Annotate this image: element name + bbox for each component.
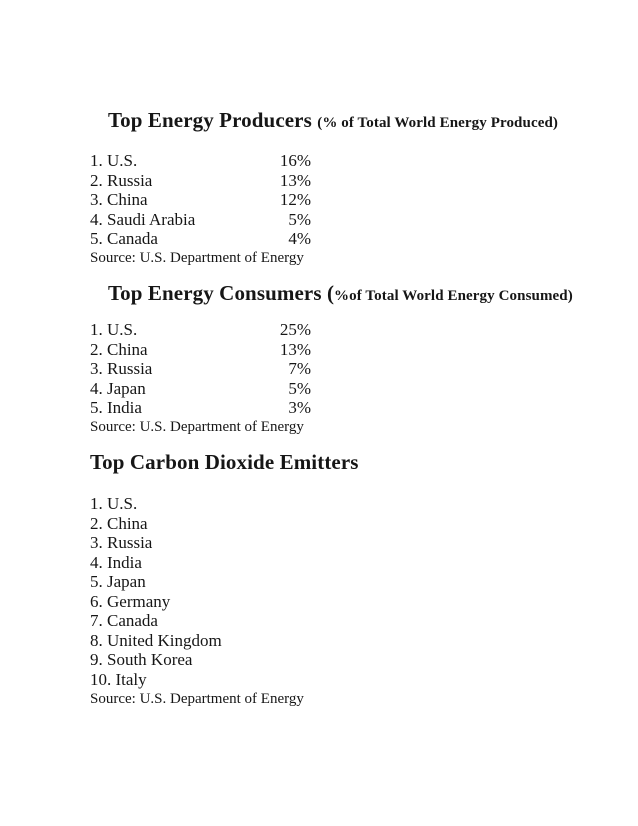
list-item: 2. China bbox=[90, 514, 350, 534]
list-item: 8. United Kingdom bbox=[90, 631, 350, 651]
co2-emitters-list: 1. U.S. 2. China 3. Russia 4. India 5. J… bbox=[90, 494, 350, 689]
item-label: 6. Germany bbox=[90, 591, 171, 611]
list-item: 5. Japan bbox=[90, 572, 350, 592]
item-label: 2. China bbox=[90, 339, 148, 359]
list-item: 10. Italy bbox=[90, 670, 350, 690]
list-item: 3. China 12% bbox=[90, 190, 311, 210]
item-label: 9. South Korea bbox=[90, 650, 193, 669]
list-item: 1. U.S. bbox=[90, 494, 350, 514]
list-item: 7. Canada bbox=[90, 611, 350, 631]
item-value: 12% bbox=[279, 190, 311, 209]
item-label: 1. U.S. bbox=[90, 320, 138, 339]
section-title-main: Top Carbon Dioxide Emitters bbox=[90, 450, 359, 474]
section-title-co2-emitters: Top Carbon Dioxide Emitters bbox=[90, 449, 359, 475]
source-note: Source: U.S. Department of Energy bbox=[90, 419, 304, 435]
section-title-energy-consumers: Top Energy Consumers (%of Total World En… bbox=[108, 280, 573, 309]
item-label: 4. Japan bbox=[90, 378, 146, 398]
item-value: 25% bbox=[279, 320, 311, 339]
list-item: 2. Russia 13% bbox=[90, 171, 311, 191]
list-item: 5. India 3% bbox=[90, 398, 311, 418]
item-label: 5. Japan bbox=[90, 572, 146, 591]
item-label: 3. Russia bbox=[90, 359, 153, 378]
section-title-paren: (% of Total World Energy Produced) bbox=[317, 115, 558, 131]
list-item: 4. Saudi Arabia 5% bbox=[90, 210, 311, 230]
list-item: 4. India bbox=[90, 553, 350, 573]
item-value: 3% bbox=[288, 398, 311, 417]
item-label: 1. U.S. bbox=[90, 494, 138, 513]
item-label: 5. India bbox=[90, 398, 142, 417]
item-value: 13% bbox=[279, 339, 311, 359]
item-label: 5. Canada bbox=[90, 229, 158, 248]
item-label: 10. Italy bbox=[90, 669, 147, 689]
list-item: 6. Germany bbox=[90, 592, 350, 612]
source-note: Source: U.S. Department of Energy bbox=[90, 691, 304, 707]
list-item: 1. U.S. 16% bbox=[90, 151, 311, 171]
section-title-main: Top Energy Consumers ( bbox=[108, 281, 335, 305]
item-label: 7. Canada bbox=[90, 611, 158, 630]
item-label: 1. U.S. bbox=[90, 151, 138, 170]
item-value: 7% bbox=[288, 359, 311, 378]
energy-consumers-list: 1. U.S. 25% 2. China 13% 3. Russia 7% 4. Ja… bbox=[90, 320, 311, 418]
section-title-energy-producers: Top Energy Producers (% of Total World E… bbox=[108, 107, 558, 136]
item-value: 13% bbox=[279, 170, 311, 190]
item-label: 3. Russia bbox=[90, 533, 153, 552]
energy-producers-list: 1. U.S. 16% 2. Russia 13% 3. China 12% 4. S… bbox=[90, 151, 311, 249]
source-note: Source: U.S. Department of Energy bbox=[90, 250, 304, 266]
list-item: 5. Canada 4% bbox=[90, 229, 311, 249]
list-item: 2. China 13% bbox=[90, 340, 311, 360]
section-title-paren: %of Total World Energy Consumed) bbox=[334, 288, 573, 304]
list-item: 3. Russia 7% bbox=[90, 359, 311, 379]
list-item: 1. U.S. 25% bbox=[90, 320, 311, 340]
item-value: 5% bbox=[288, 378, 311, 398]
item-value: 5% bbox=[288, 209, 311, 229]
section-title-main: Top Energy Producers bbox=[108, 108, 312, 132]
item-label: 8. United Kingdom bbox=[90, 630, 222, 650]
list-item: 3. Russia bbox=[90, 533, 350, 553]
list-item: 9. South Korea bbox=[90, 650, 350, 670]
list-item: 4. Japan 5% bbox=[90, 379, 311, 399]
item-label: 3. China bbox=[90, 190, 148, 209]
item-label: 4. India bbox=[90, 552, 142, 572]
item-label: 4. Saudi Arabia bbox=[90, 209, 196, 229]
item-label: 2. China bbox=[90, 513, 148, 533]
item-value: 4% bbox=[288, 229, 311, 248]
item-value: 16% bbox=[279, 151, 311, 170]
item-label: 2. Russia bbox=[90, 170, 153, 190]
